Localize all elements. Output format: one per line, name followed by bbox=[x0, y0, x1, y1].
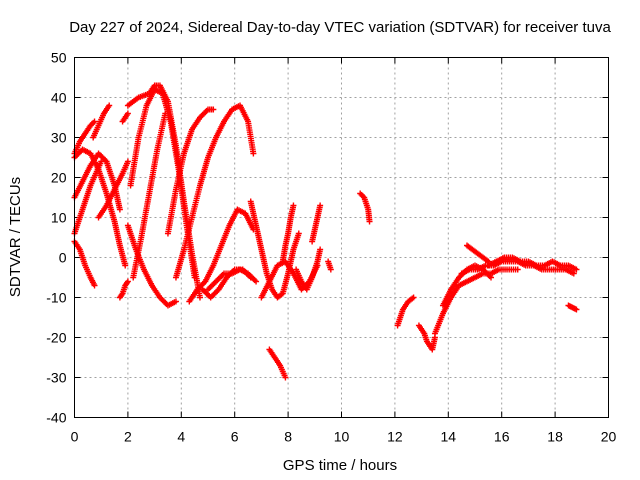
series-arc-18 bbox=[199, 266, 254, 301]
series-arc-32 bbox=[463, 242, 492, 265]
data-point bbox=[366, 218, 373, 225]
axis-ticks: 0 2 4 6 8 10 12 14 16 18 20 50 40 30 20 10 0 -10 -20 -30 -40 bbox=[46, 50, 616, 445]
series-arc-27 bbox=[394, 294, 417, 329]
data-point bbox=[290, 202, 297, 209]
series-arc-22 bbox=[293, 246, 324, 293]
data-point bbox=[91, 282, 98, 289]
data-point bbox=[317, 202, 324, 209]
data-point bbox=[91, 118, 98, 125]
data-point bbox=[250, 150, 257, 157]
data-point bbox=[247, 274, 254, 281]
series-arc-6 bbox=[90, 102, 113, 141]
x-tick-label: 12 bbox=[387, 429, 403, 445]
data-point bbox=[124, 278, 131, 285]
data-point bbox=[327, 266, 334, 273]
data-point bbox=[514, 266, 521, 273]
x-tick-label: 20 bbox=[601, 429, 617, 445]
chart-title: Day 227 of 2024, Sidereal Day-to-day VTE… bbox=[69, 19, 611, 36]
y-tick-label: -40 bbox=[46, 410, 66, 426]
series-arc-21 bbox=[279, 202, 297, 265]
data-point bbox=[162, 110, 169, 117]
y-tick-label: -30 bbox=[46, 370, 66, 386]
series-arc-20 bbox=[258, 258, 321, 301]
x-tick-label: 14 bbox=[441, 429, 457, 445]
y-tick-label: 10 bbox=[51, 210, 67, 226]
data-point bbox=[253, 278, 260, 285]
data-point bbox=[122, 262, 129, 269]
y-tick-label: -20 bbox=[46, 330, 66, 346]
data-point bbox=[210, 106, 217, 113]
series-arc-16 bbox=[186, 206, 257, 305]
y-axis-label: SDTVAR / TECUs bbox=[7, 177, 24, 297]
data-marks bbox=[71, 82, 580, 381]
y-tick-label: 20 bbox=[51, 170, 67, 186]
series-arc-25 bbox=[325, 258, 334, 273]
data-point bbox=[124, 158, 131, 165]
data-point bbox=[295, 230, 302, 237]
x-tick-label: 10 bbox=[334, 429, 350, 445]
series-arc-14 bbox=[164, 106, 217, 237]
x-tick-label: 2 bbox=[124, 429, 132, 445]
series-arc-7 bbox=[95, 158, 131, 221]
data-point bbox=[196, 294, 203, 301]
series-arc-4 bbox=[71, 238, 98, 289]
y-tick-label: -10 bbox=[46, 290, 66, 306]
series-arc-12 bbox=[124, 222, 179, 309]
series-arc-15 bbox=[172, 102, 257, 281]
series-arc-5 bbox=[71, 158, 105, 237]
data-point bbox=[124, 110, 131, 117]
x-tick-label: 18 bbox=[547, 429, 563, 445]
x-tick-label: 8 bbox=[284, 429, 292, 445]
series-arc-9 bbox=[119, 110, 131, 125]
series-arc-24 bbox=[266, 346, 289, 381]
series-arc-13 bbox=[130, 110, 169, 281]
data-point bbox=[116, 206, 123, 213]
data-point bbox=[410, 294, 417, 301]
series-arc-23 bbox=[309, 202, 324, 245]
data-point bbox=[98, 158, 105, 165]
grid bbox=[74, 57, 609, 418]
series-arc-28 bbox=[415, 322, 438, 353]
series-arc-8 bbox=[116, 278, 131, 301]
data-point bbox=[282, 374, 289, 381]
series-arc-34 bbox=[565, 302, 580, 313]
data-point bbox=[488, 274, 495, 281]
x-tick-label: 4 bbox=[177, 429, 185, 445]
y-tick-label: 50 bbox=[51, 50, 67, 66]
x-axis-label: GPS time / hours bbox=[283, 457, 397, 474]
y-tick-label: 30 bbox=[51, 130, 67, 146]
series-arc-30 bbox=[439, 262, 495, 309]
series-arc-26 bbox=[357, 190, 373, 225]
series-arc-2 bbox=[71, 150, 123, 213]
y-tick-label: 40 bbox=[51, 90, 67, 106]
series-arc-33 bbox=[485, 254, 580, 273]
x-tick-label: 0 bbox=[71, 429, 79, 445]
data-point bbox=[106, 102, 113, 109]
plot-frame bbox=[74, 57, 609, 418]
data-point bbox=[172, 298, 179, 305]
x-tick-label: 6 bbox=[231, 429, 239, 445]
data-point bbox=[570, 270, 577, 277]
data-point bbox=[573, 306, 580, 313]
y-tick-label: 0 bbox=[59, 250, 67, 266]
data-point bbox=[317, 246, 324, 253]
data-point bbox=[573, 266, 580, 273]
x-tick-label: 16 bbox=[494, 429, 510, 445]
